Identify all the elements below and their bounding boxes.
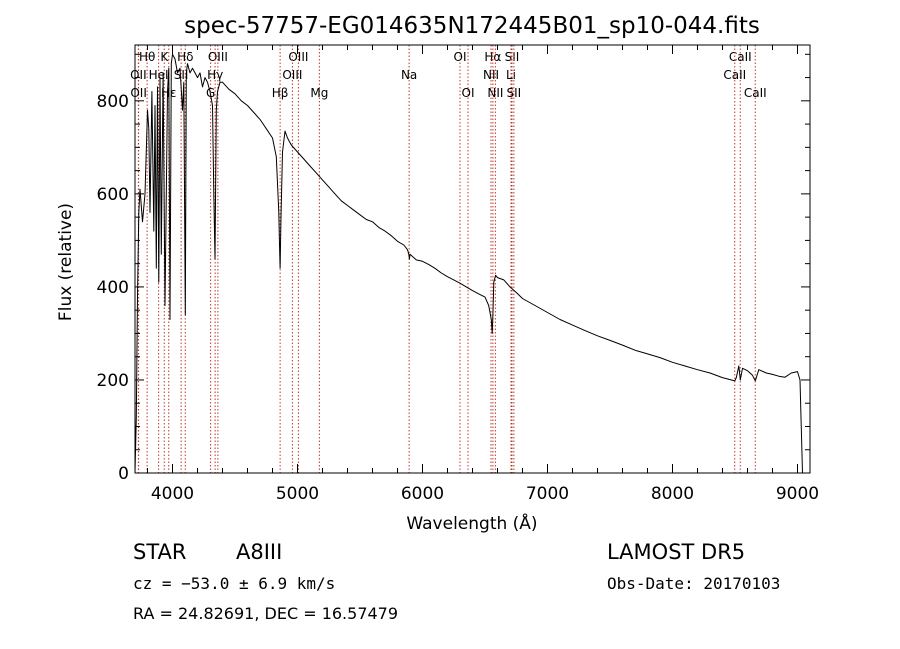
x-axis-label: Wavelength (Å) (406, 512, 537, 534)
redshift-cz: cz = −53.0 ± 6.9 km/s (133, 574, 336, 593)
marker-label: OIII (208, 50, 228, 64)
chart-title: spec-57757-EG014635N172445B01_sp10-044.f… (184, 13, 760, 39)
marker-label: SII (507, 86, 522, 100)
marker-label: OI (454, 50, 467, 64)
y-tick-label: 0 (118, 464, 129, 484)
observation-date: Obs-Date: 20170103 (607, 574, 781, 593)
y-axis-label: Flux (relative) (56, 203, 76, 321)
x-tick-label: 7000 (526, 484, 569, 504)
y-tick-label: 800 (97, 92, 129, 112)
marker-label: K (160, 50, 169, 64)
marker-label: Hβ (272, 86, 289, 100)
marker-label: Mg (310, 86, 328, 100)
marker-label: Hθ (139, 50, 155, 64)
plot-frame (134, 44, 811, 474)
x-tick-label: 4000 (151, 484, 194, 504)
marker-label: CaII (723, 68, 746, 82)
marker-label: NII (487, 86, 503, 100)
line-markers: HθOIIOIIKHeIHεHδSIIGOIIIHγHβOIIIOIIIMgNa… (130, 45, 767, 473)
y-axis-ticks: 0 200 400 600 800 (97, 53, 810, 484)
marker-label: Hγ (207, 68, 223, 82)
coordinates: RA = 24.82691, DEC = 16.57479 (133, 604, 399, 623)
marker-label: OI (462, 86, 475, 100)
object-class: STAR (133, 540, 187, 564)
marker-label: CaII (744, 86, 767, 100)
marker-label: OII (130, 68, 147, 82)
spectrum-series (134, 53, 803, 474)
marker-label: CaII (729, 50, 752, 64)
marker-label: NII (483, 68, 499, 82)
marker-label: OIII (288, 50, 308, 64)
marker-label: OIII (282, 68, 302, 82)
y-tick-label: 400 (97, 278, 129, 298)
y-tick-label: 200 (97, 371, 129, 391)
y-tick-label: 600 (97, 185, 129, 205)
survey-name: LAMOST DR5 (607, 540, 746, 564)
x-axis-ticks: 4000 5000 6000 7000 8000 9000 (147, 45, 819, 504)
marker-label: Hδ (177, 50, 193, 64)
spectrum-line (134, 53, 803, 474)
x-tick-label: 5000 (276, 484, 319, 504)
marker-label: Hα (484, 50, 501, 64)
marker-label: SII (505, 50, 520, 64)
x-tick-label: 8000 (651, 484, 694, 504)
marker-label: Na (401, 68, 417, 82)
x-tick-label: 6000 (401, 484, 444, 504)
marker-label: OII (130, 86, 147, 100)
spectral-subclass: A8III (236, 540, 283, 564)
marker-label: HeI (149, 68, 169, 82)
marker-label: Li (506, 68, 516, 82)
x-tick-label: 9000 (776, 484, 819, 504)
